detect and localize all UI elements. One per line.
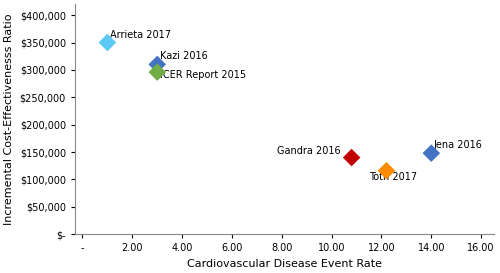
Text: Toth 2017: Toth 2017 (369, 172, 417, 182)
Point (348, 155, 356, 160)
Text: ICER Report 2015: ICER Report 2015 (160, 70, 246, 80)
Point (153, 70, 161, 74)
Y-axis label: Incremental Cost-Effectivenesss Ratio: Incremental Cost-Effectivenesss Ratio (4, 13, 14, 225)
Point (104, 40, 112, 45)
X-axis label: Cardiovascular Disease Event Rate: Cardiovascular Disease Event Rate (187, 259, 382, 269)
Text: Arrieta 2017: Arrieta 2017 (110, 30, 171, 40)
Point (428, 151, 436, 155)
Text: Jena 2016: Jena 2016 (434, 140, 482, 150)
Text: Gandra 2016: Gandra 2016 (277, 146, 340, 156)
Point (382, 168, 390, 173)
Text: Kazi 2016: Kazi 2016 (160, 51, 208, 61)
Point (153, 62, 161, 67)
